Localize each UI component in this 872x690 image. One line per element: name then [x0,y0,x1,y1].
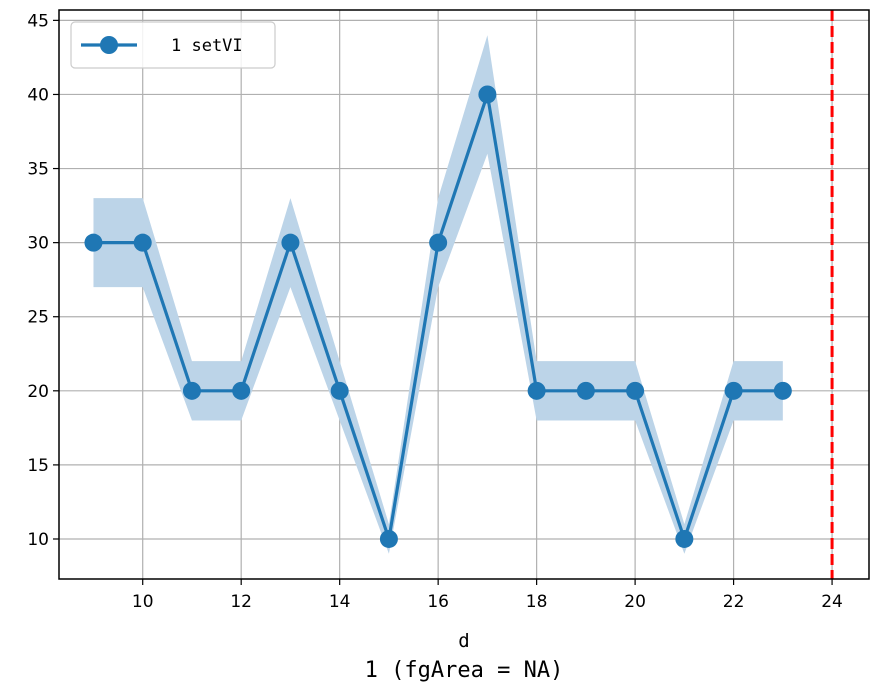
data-point [429,233,448,252]
data-point [281,233,300,252]
data-point [724,381,743,400]
series-group [84,85,792,548]
data-point [232,381,251,400]
x-tick-label: 24 [821,592,843,612]
legend-box [70,21,276,69]
legend-label: 1 setVI [171,36,243,56]
data-point [133,233,152,252]
grid [59,10,869,579]
data-point [626,381,645,400]
y-tick-label: 15 [27,456,49,476]
data-point [330,381,349,400]
chart-title: 1 (fgArea = NA) [365,658,564,683]
legend-marker [100,36,118,54]
plot-frame [58,9,870,580]
x-axis-label: d [458,630,469,652]
y-tick-label: 45 [27,11,49,31]
data-point [675,529,694,548]
y-tick-label: 30 [27,234,49,254]
data-point [576,381,595,400]
x-tick-label: 20 [624,592,646,612]
y-tick-label: 10 [27,530,49,550]
x-tick-label: 14 [329,592,351,612]
y-tick-label: 25 [27,308,49,328]
x-tick-label: 12 [230,592,252,612]
data-point [527,381,546,400]
x-tick-label: 16 [427,592,449,612]
y-tick-label: 40 [27,85,49,105]
data-point [379,529,398,548]
y-tick-label: 20 [27,382,49,402]
y-axis-ticks: 10 15 20 25 30 35 40 45 [27,11,59,550]
x-axis-ticks: 10 12 14 16 18 20 22 24 [132,579,843,612]
x-tick-label: 10 [132,592,154,612]
x-tick-label: 18 [526,592,548,612]
data-point [478,85,497,104]
data-point [84,233,103,252]
x-tick-label: 22 [723,592,745,612]
y-tick-label: 35 [27,160,49,180]
data-point [773,381,792,400]
legend: 1 setVI [70,21,276,69]
data-point [182,381,201,400]
